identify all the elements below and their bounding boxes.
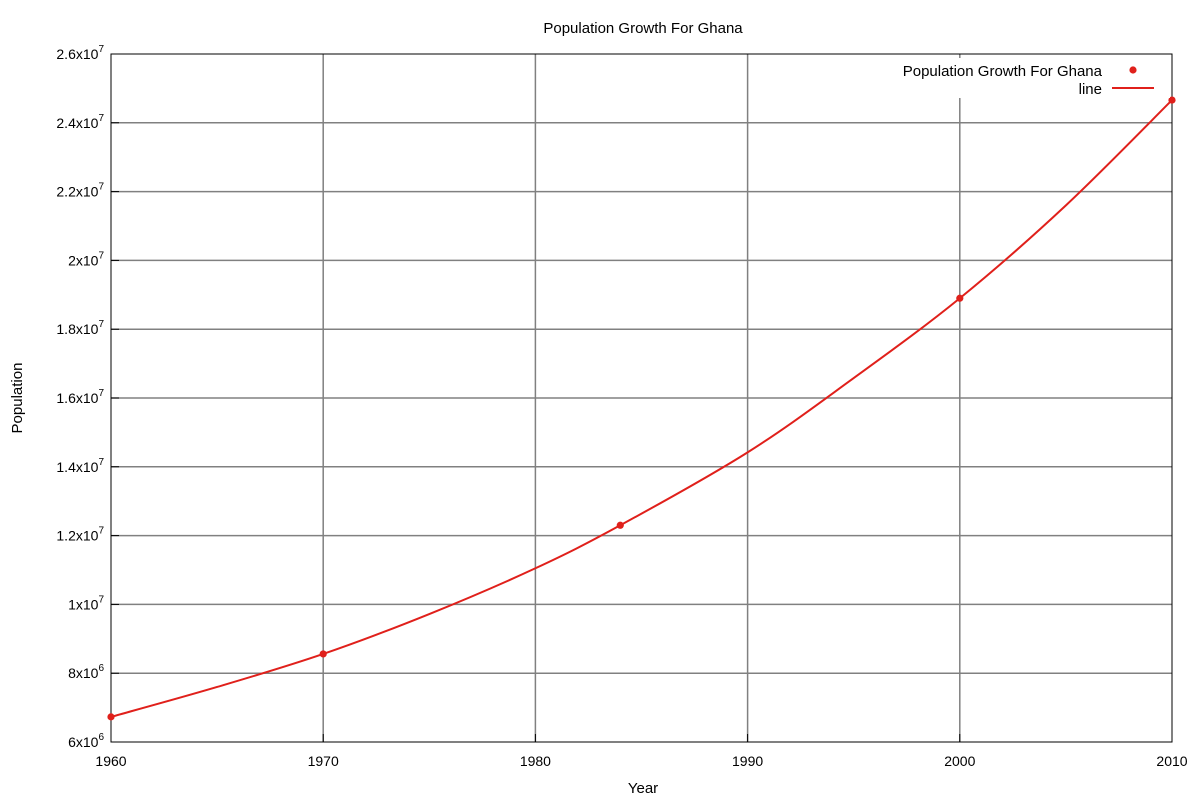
data-point [1168,96,1176,104]
x-tick-label: 1980 [520,753,551,769]
data-point [956,294,964,302]
y-tick-label: 1x107 [68,594,104,612]
data-point [616,521,624,529]
y-tick-label: 2x107 [68,250,104,268]
series-line [110,99,1173,718]
y-tick-label: 2.6x107 [56,44,104,62]
tick-layer: 1960 1970 1980 1990 2000 2010 6x106 8x106 1x107 1… [56,44,1187,769]
data-point [319,650,327,658]
y-tick-label: 2.4x107 [56,113,104,131]
y-axis-title: Population [9,363,26,434]
legend-background [880,58,1170,98]
y-tick-label: 6x106 [68,732,104,750]
legend-label-points: Population Growth For Ghana [903,63,1103,80]
y-tick-label: 1.2x107 [56,526,104,544]
chart-title: Population Growth For Ghana [543,20,743,37]
x-tick-label: 1990 [732,753,763,769]
y-tick-label: 1.4x107 [56,457,104,475]
x-tick-label: 2010 [1156,753,1187,769]
legend-label-line: line [1079,81,1102,98]
data-point [107,713,115,721]
y-tick-label: 1.8x107 [56,319,104,337]
y-tick-label: 2.2x107 [56,182,104,200]
x-axis-title: Year [628,780,658,797]
y-tick-label: 1.6x107 [56,388,104,406]
grid-layer [111,54,1172,742]
legend: Population Growth For Ghana line [880,58,1170,98]
x-tick-label: 1960 [95,753,126,769]
series-layer [107,96,1176,721]
x-tick-label: 2000 [944,753,975,769]
y-tick-label: 8x106 [68,663,104,681]
x-tick-label: 1970 [308,753,339,769]
legend-marker-points [1129,66,1137,74]
